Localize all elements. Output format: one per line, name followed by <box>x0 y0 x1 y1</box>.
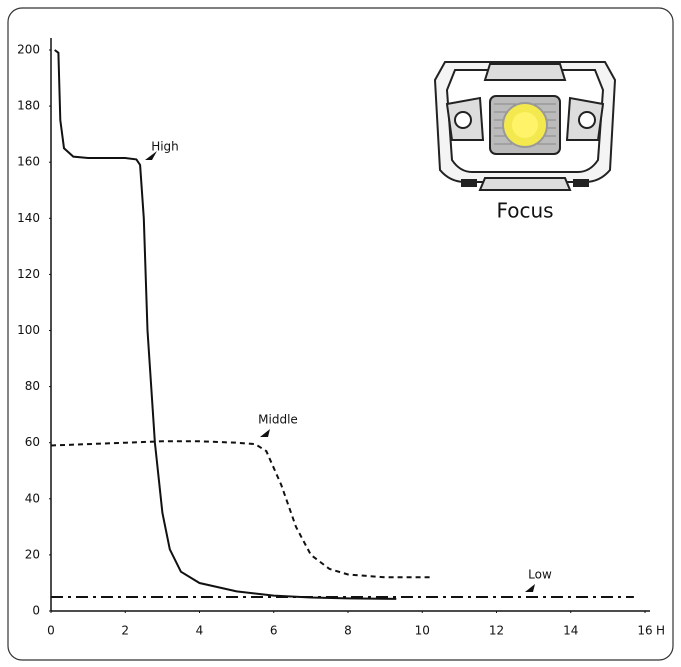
x-tick-label: 6 <box>270 624 278 638</box>
x-tick-label: 10 <box>415 624 430 638</box>
y-tick-label: 20 <box>25 547 40 561</box>
x-tick-label: 16 <box>637 624 652 638</box>
image-caption: Focus <box>496 199 553 223</box>
x-tick-label: 0 <box>47 624 55 638</box>
y-tick-label: 60 <box>25 435 40 449</box>
headlamp <box>433 61 617 191</box>
series-line <box>50 440 430 579</box>
series-label: Low <box>528 568 552 582</box>
y-tick-label: 100 <box>17 323 40 337</box>
x-tick-label: 8 <box>344 624 352 638</box>
y-tick-label: 40 <box>25 491 40 505</box>
x-tick-label: 4 <box>196 624 204 638</box>
y-tick-label: 180 <box>17 99 40 113</box>
y-tick-label: 160 <box>17 155 40 169</box>
x-tick-label: 14 <box>563 624 578 638</box>
y-tick-label: 140 <box>17 211 40 225</box>
x-tick-label: 2 <box>121 624 129 638</box>
label-pointer <box>145 151 157 160</box>
y-tick-label: 0 <box>32 604 40 618</box>
series-label: Middle <box>258 413 298 427</box>
y-tick-label: 200 <box>17 43 40 57</box>
series-label: High <box>151 140 179 154</box>
label-pointer <box>260 429 270 437</box>
x-axis-label: H <box>656 624 665 638</box>
series-line <box>54 49 397 600</box>
y-tick-label: 80 <box>25 379 40 393</box>
label-pointer <box>525 584 535 592</box>
frame <box>7 7 674 661</box>
y-tick-label: 120 <box>17 267 40 281</box>
x-tick-label: 12 <box>489 624 504 638</box>
